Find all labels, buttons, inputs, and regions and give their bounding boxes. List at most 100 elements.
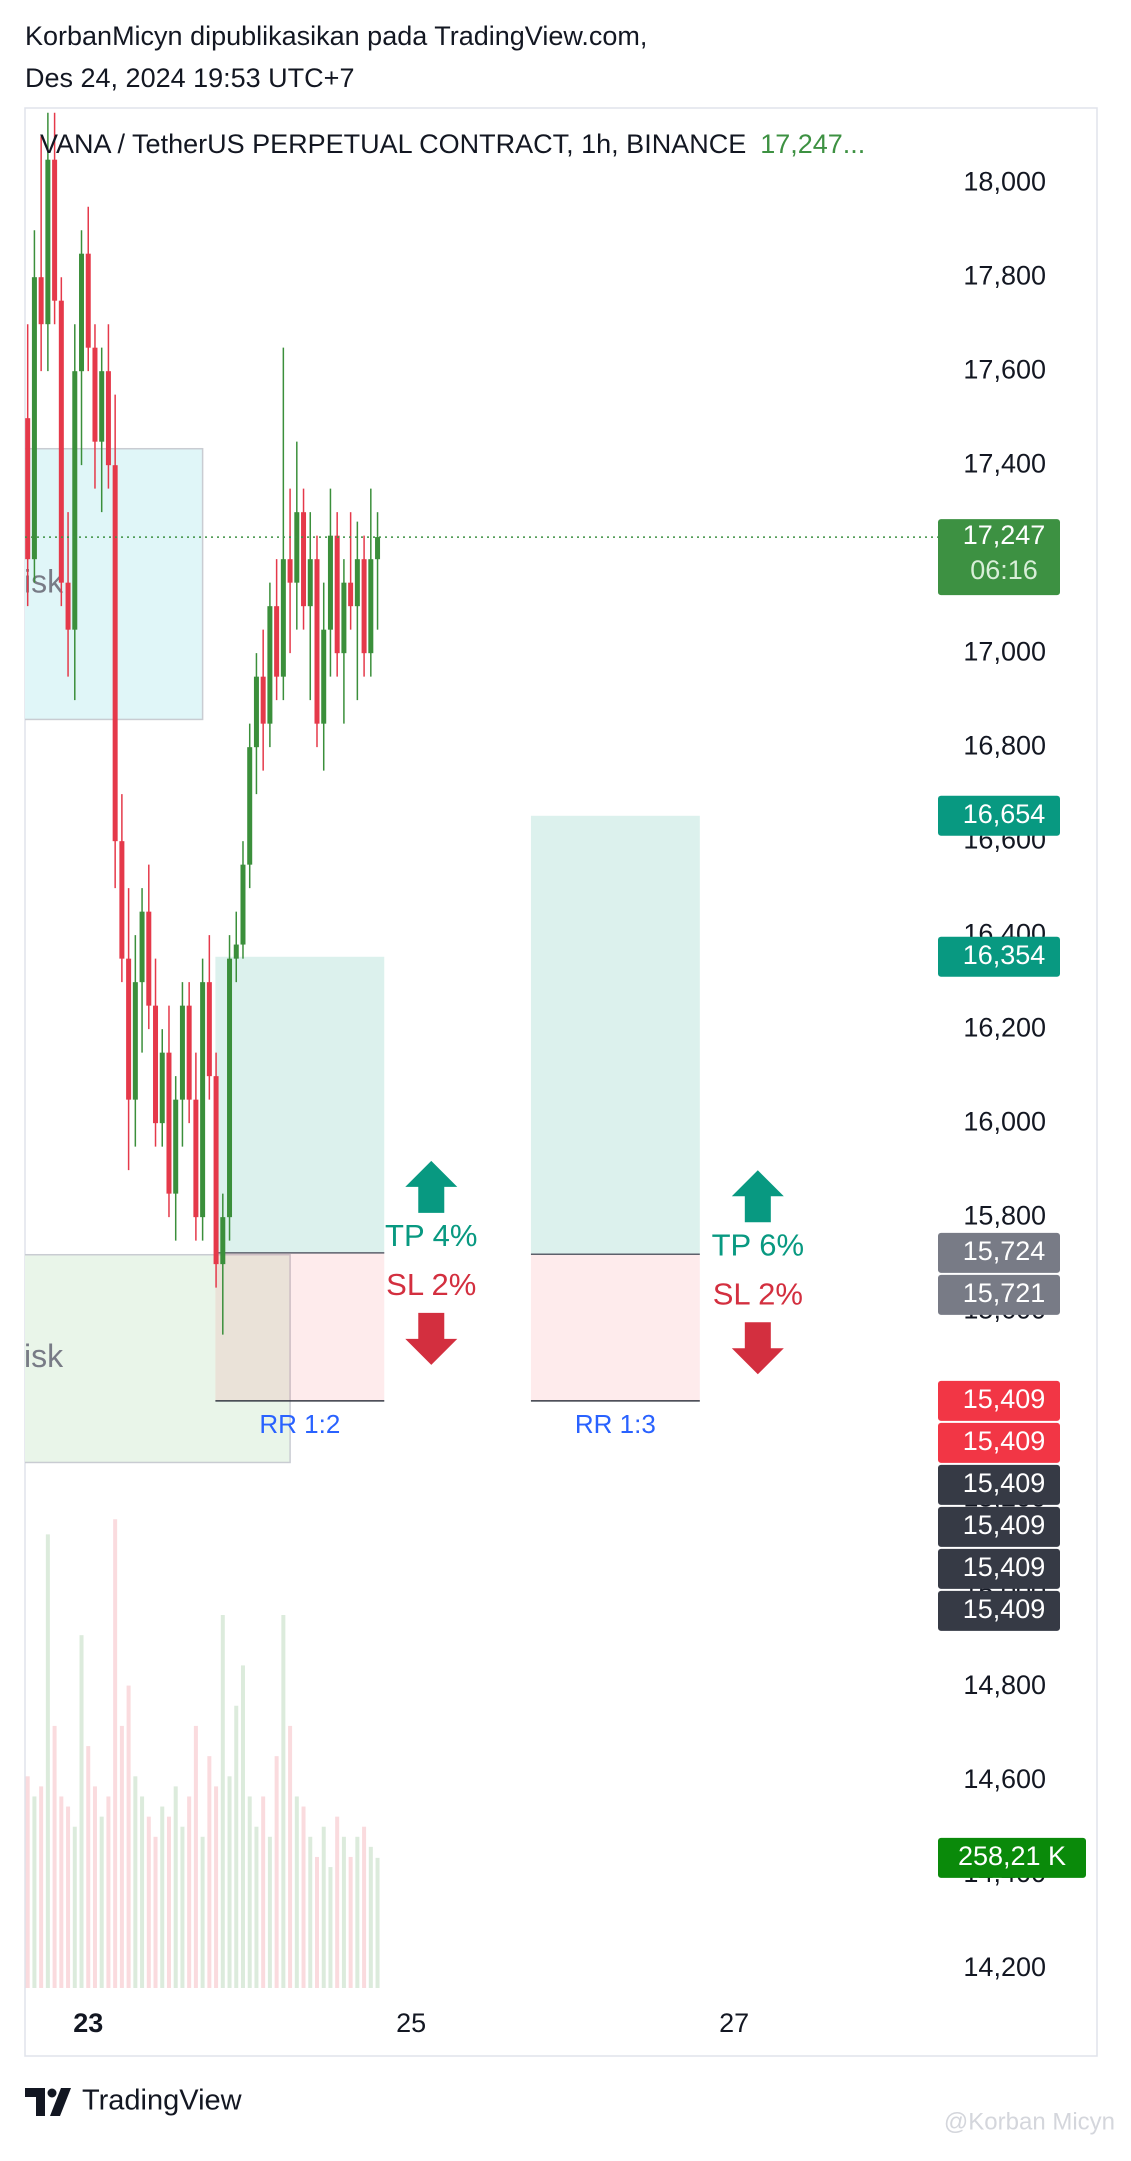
stop-loss-area [215,1252,385,1401]
y-tick-label: 17,800 [963,260,1046,290]
volume-bar [99,1816,104,1988]
candle-body [139,911,145,983]
candle-body [52,159,58,301]
candle-body [65,582,71,630]
volume-bar [335,1816,340,1988]
candle-body [327,535,333,630]
volume-bar [92,1786,97,1988]
volume-bar [200,1836,205,1988]
candle-body [348,582,354,607]
volume-bar [308,1836,313,1988]
y-tick-label: 16,200 [963,1012,1046,1042]
volume-bar [348,1856,353,1988]
volume-bar [45,1534,50,1988]
volume-bar [328,1867,333,1988]
watermark: @Korban Micyn [944,2108,1115,2135]
volume-bar [368,1846,373,1988]
price-label: 15,409 [963,1468,1046,1498]
candle-body [227,958,233,1218]
candle-body [314,559,320,724]
legend: VANA / TetherUS PERPETUAL CONTRACT, 1h, … [40,129,865,159]
candle-body [105,371,111,466]
volume-bar [86,1746,91,1988]
volume-bar [247,1796,252,1988]
arrow-up [731,1170,784,1223]
volume-bar [214,1786,219,1988]
candle-body [85,253,91,348]
price-label-box [938,1380,1060,1421]
candle-body [132,982,138,1100]
volume-bar [32,1796,37,1988]
candle-body [220,1217,226,1265]
price-label: 15,409 [963,1552,1046,1582]
volume-bar [39,1786,44,1988]
candle-body [247,747,253,865]
volume-bar [341,1836,346,1988]
candle-body [321,629,327,724]
candle-body [72,371,78,630]
logo [25,2088,71,2116]
price-label: 15,724 [963,1236,1046,1266]
y-tick-label: 16,000 [963,1106,1046,1136]
price-label-box [938,1274,1060,1315]
price-label-box [938,1548,1060,1589]
candle-body [274,606,280,677]
arrow-down [405,1312,458,1365]
volume-bar [220,1615,225,1988]
volume-bar [227,1776,232,1988]
tp-label: TP 4% [385,1218,477,1253]
candle-body [166,1052,172,1194]
volume-bar [113,1519,118,1988]
candle-body [341,582,347,654]
volume-bar [133,1776,138,1988]
candle-body [280,559,286,677]
y-tick-label: 14,800 [963,1670,1046,1700]
volume-bar [52,1725,57,1988]
candle-body [240,864,246,945]
volume-bar [274,1756,279,1988]
price-label-box [938,936,1060,977]
volume-bar [160,1806,165,1988]
volume-bar [288,1725,293,1988]
rr-label: RR 1:2 [259,1409,340,1439]
candle-body [200,982,206,1218]
risk-zone [25,1253,291,1464]
y-tick-label: 16,800 [963,730,1046,760]
volume-bar [146,1816,151,1988]
candle-body [179,1005,185,1100]
volume-bar [301,1806,306,1988]
x-tick-label: 27 [719,2008,749,2038]
y-tick-label: 15,800 [963,1200,1046,1230]
y-tick-label: 17,400 [963,448,1046,478]
candle-body [294,512,300,583]
candle-body [375,537,381,560]
volume-bar [193,1725,198,1988]
volume-bar [25,1776,30,1988]
volume-bar [207,1756,212,1988]
volume-bar [72,1826,77,1988]
price-label: 15,409 [963,1426,1046,1456]
volume-bar [234,1705,239,1988]
candle-body [267,606,273,724]
candle-body [99,371,105,442]
candle-body [25,418,31,560]
plot-area: isk isk RR 1:2 RR 1:3 [24,112,940,1988]
volume-bar [180,1826,185,1988]
last-price: 17,247... [760,129,865,159]
zone-label: isk [24,1338,64,1374]
take-profit-area [530,815,700,1255]
volume-bar [119,1725,124,1988]
volume-bar [321,1826,326,1988]
candle-body [334,535,340,654]
stop-loss-area [530,1254,700,1401]
brand: TradingView [82,2085,243,2117]
volume-bar [173,1786,178,1988]
candle-body [193,1099,199,1218]
x-tick-label: 25 [396,2008,426,2038]
candle-body [126,958,132,1100]
candle-body [159,1052,165,1124]
publish-date: Des 24, 2024 19:53 UTC+7 [25,63,354,93]
candle-body [45,159,51,325]
